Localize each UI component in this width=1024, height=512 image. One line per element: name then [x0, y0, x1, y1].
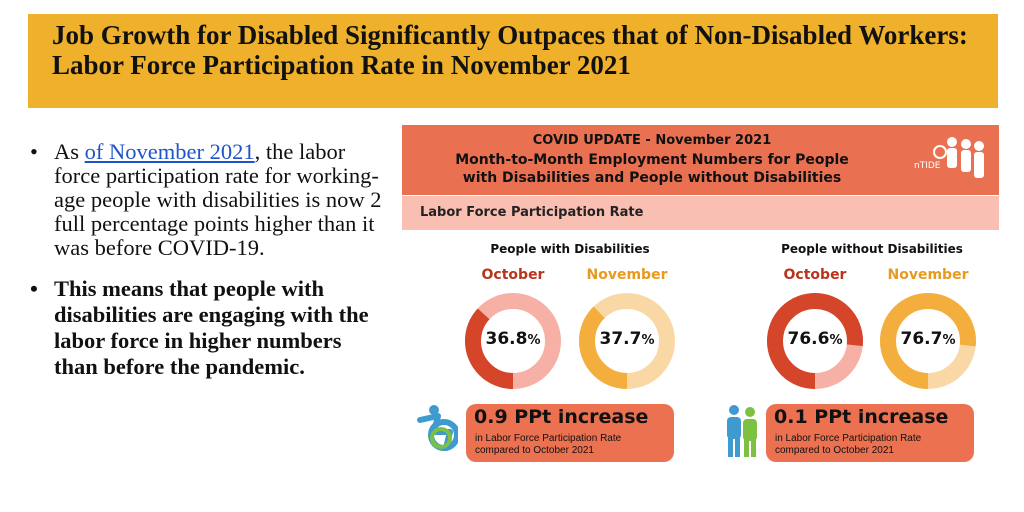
page-title: Job Growth for Disabled Significantly Ou… — [52, 20, 968, 80]
percent-sign: % — [829, 333, 843, 348]
two-people-icon — [727, 405, 757, 457]
bullet-1-prefix: As — [54, 139, 85, 164]
donut-disabilities-october — [465, 293, 561, 389]
month-label-november: November — [887, 267, 969, 283]
group-title-disabilities: People with Disabilities — [490, 242, 650, 256]
donut-value-arc — [767, 293, 863, 389]
covid-update-label: COVID UPDATE - November 2021 — [532, 133, 772, 148]
percent-sign: % — [527, 333, 541, 348]
stat-caption-line-1: in Labor Force Participation Rate — [475, 433, 622, 444]
bullet-item-1: As of November 2021, the labor force par… — [30, 140, 390, 260]
ntide-logo: nTIDE — [914, 137, 984, 178]
donut-without-disabilities-november — [880, 293, 976, 389]
stat-caption-line-2: compared to October 2021 — [775, 445, 894, 456]
value-number: 76.7 — [900, 329, 943, 349]
value-disabilities-october: 36.8% — [463, 329, 563, 349]
people-group-icon — [933, 137, 984, 178]
value-number: 36.8 — [485, 329, 528, 349]
percent-sign: % — [641, 333, 655, 348]
infographic-header — [402, 125, 999, 195]
bullet-1-text: , the labor force participation rate for… — [54, 139, 382, 260]
bullet-item-2: This means that people with disabilities… — [30, 276, 390, 380]
donut-value-arc — [880, 293, 976, 389]
subtitle-line-2: with Disabilities and People without Dis… — [462, 170, 842, 186]
donut-value-arc — [465, 293, 561, 389]
section-label: Labor Force Participation Rate — [420, 205, 644, 220]
november-2021-link[interactable]: of November 2021 — [84, 139, 255, 164]
value-without-disabilities-november: 76.7% — [878, 329, 978, 349]
group-title-without-disabilities: People without Disabilities — [781, 242, 963, 256]
value-number: 37.7 — [599, 329, 642, 349]
stat-caption-without-disabilities: in Labor Force Participation Rate compar… — [775, 433, 921, 457]
stat-caption-disabilities: in Labor Force Participation Rate compar… — [475, 433, 621, 457]
subtitle-line-1: Month-to-Month Employment Numbers for Pe… — [455, 152, 849, 168]
stat-caption-line-1: in Labor Force Participation Rate — [775, 433, 922, 444]
stat-box-disabilities — [466, 404, 674, 462]
title-banner — [28, 14, 998, 108]
donut-value-arc — [579, 293, 675, 389]
stat-increase-without-disabilities: 0.1 PPt increase — [774, 406, 949, 428]
infographic-subtitle: Month-to-Month Employment Numbers for Pe… — [402, 151, 902, 187]
percent-sign: % — [942, 333, 956, 348]
bullet-list: As of November 2021, the labor force par… — [30, 140, 390, 380]
section-label-bar — [402, 196, 999, 230]
value-number: 76.6 — [787, 329, 830, 349]
month-label-october: October — [783, 267, 847, 283]
ntide-logo-text: nTIDE — [914, 161, 941, 171]
value-disabilities-november: 37.7% — [577, 329, 677, 349]
value-without-disabilities-october: 76.6% — [765, 329, 865, 349]
accessibility-icon — [417, 405, 458, 451]
stat-caption-line-2: compared to October 2021 — [475, 445, 594, 456]
stat-box-without-disabilities — [766, 404, 974, 462]
donut-disabilities-november — [579, 293, 675, 389]
month-label-november: November — [586, 267, 668, 283]
donut-without-disabilities-october — [767, 293, 863, 389]
month-label-october: October — [481, 267, 545, 283]
stat-increase-disabilities: 0.9 PPt increase — [474, 406, 649, 428]
